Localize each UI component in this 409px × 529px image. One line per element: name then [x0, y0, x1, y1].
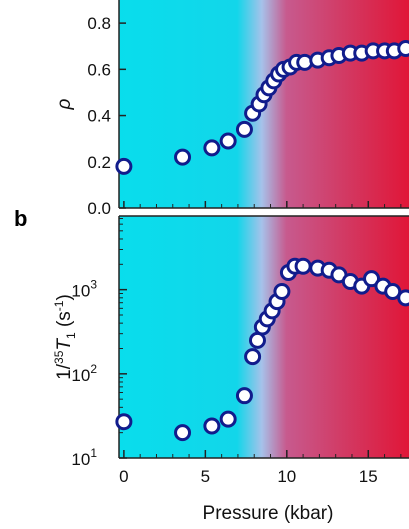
- panel-a-ytick-label: 0.6: [87, 60, 111, 79]
- rho-data-point: [203, 139, 221, 157]
- panel-b-label: b: [14, 206, 27, 231]
- rho-data-point: [235, 120, 253, 138]
- t1-data-point: [244, 348, 262, 366]
- panel-a-points: [115, 40, 409, 175]
- t1-data-point: [203, 417, 221, 435]
- x-tick-label: 10: [277, 467, 296, 486]
- panel-b-ytick-label: 101: [71, 446, 97, 469]
- x-tick-label: 15: [359, 467, 378, 486]
- t1-data-point: [294, 257, 312, 275]
- t1-data-point: [174, 424, 192, 442]
- t1-data-point: [384, 283, 402, 301]
- t1-data-point: [273, 283, 291, 301]
- panel-a-ytick-label: 0.2: [87, 153, 111, 172]
- x-axis-ticks: 0 5 10 15: [119, 201, 402, 486]
- t1-data-point: [397, 289, 409, 307]
- rho-data-point: [219, 132, 237, 150]
- rho-data-point: [397, 40, 409, 58]
- panel-b-ylabel: 1/35T1 (s-1): [52, 294, 78, 380]
- panel-a-yticks: 0.0 0.2 0.4 0.6 0.8: [87, 14, 126, 218]
- panel-b-points: [115, 257, 409, 442]
- panel-a: 0.0 0.2 0.4 0.6 0.8 ρ: [54, 0, 409, 218]
- t1-data-point: [363, 270, 381, 288]
- panel-b-ytick-label: 103: [71, 278, 97, 301]
- panel-a-ytick-label: 0.4: [87, 107, 111, 126]
- panel-a-ytick-label: 0.0: [87, 199, 111, 218]
- x-tick-label: 0: [119, 467, 128, 486]
- x-tick-label: 5: [201, 467, 210, 486]
- rho-data-point: [115, 157, 133, 175]
- t1-data-point: [219, 410, 237, 428]
- t1-data-point: [115, 413, 133, 431]
- panel-a-ytick-label: 0.8: [87, 14, 111, 33]
- panel-a-ylabel: ρ: [54, 98, 75, 110]
- rho-data-point: [174, 148, 192, 166]
- panel-b: 101 102 103 1/35T1 (s-1): [52, 215, 409, 469]
- panel-b-ytick-label: 102: [71, 362, 97, 385]
- x-axis-label: Pressure (kbar): [203, 503, 334, 524]
- t1-data-point: [235, 387, 253, 405]
